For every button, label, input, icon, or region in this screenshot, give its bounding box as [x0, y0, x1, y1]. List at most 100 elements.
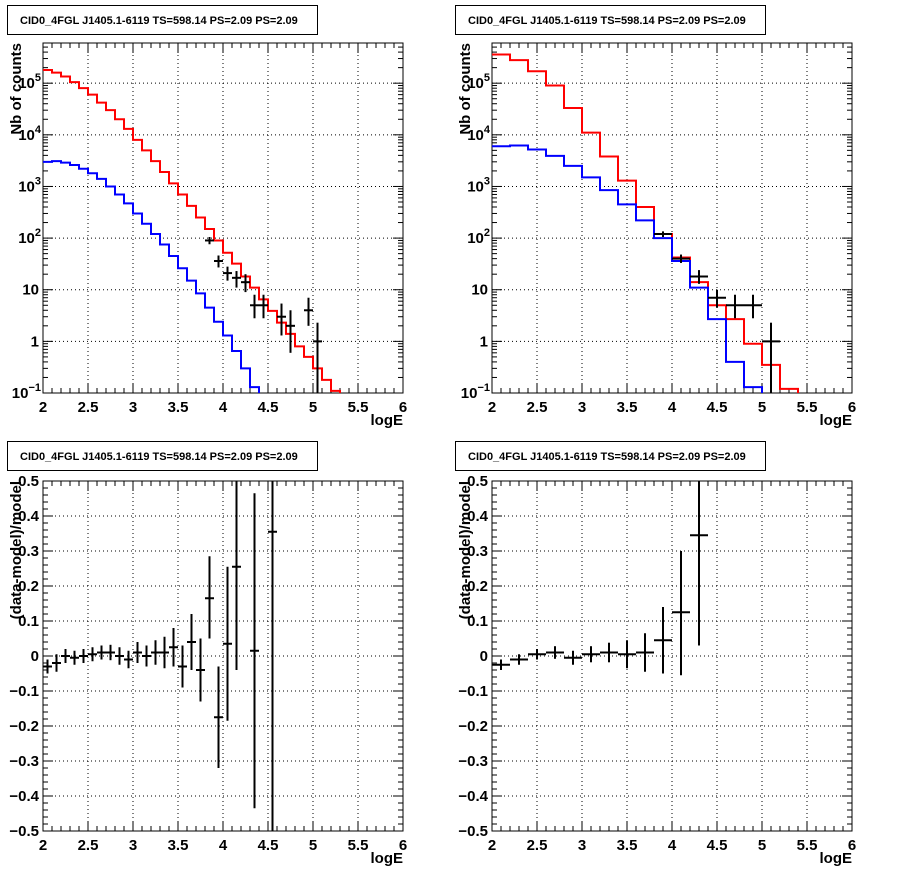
x-tick-label: 3: [129, 837, 137, 854]
data-point: [79, 649, 88, 663]
data-point: [277, 303, 286, 336]
x-tick-label: 4.5: [258, 399, 279, 416]
y-tick-label: −0.3: [9, 753, 39, 770]
y-axis-label: (data-model)/model: [457, 481, 474, 619]
y-tick-label: −0.5: [458, 823, 488, 840]
data-point: [43, 659, 52, 674]
y-tick-label: −0.4: [9, 788, 39, 805]
y-tick-label: 10−1: [461, 382, 490, 402]
y-tick-label: 0.4: [467, 508, 489, 525]
data-point: [61, 649, 70, 663]
y-tick-label: 0.1: [467, 613, 488, 630]
y-tick-exponent: −1: [28, 382, 41, 394]
data-point: [70, 650, 79, 665]
data-point: [708, 289, 726, 308]
axis-ticks: [42, 480, 404, 832]
x-tick-label: 2.5: [527, 399, 548, 416]
y-tick-exponent: 2: [484, 227, 490, 239]
data-point: [205, 556, 214, 639]
y-tick-base: 10: [467, 178, 484, 195]
x-tick-label: 5: [309, 837, 317, 854]
x-axis-label: logE: [820, 850, 853, 867]
grid: [492, 43, 852, 393]
data-point: [654, 231, 672, 237]
x-tick-label: 4: [668, 399, 677, 416]
data-point: [97, 645, 106, 660]
data-point: [304, 297, 313, 326]
y-tick-base: 10: [18, 127, 35, 144]
data-point: [142, 645, 151, 667]
y-tick-label: 0.3: [18, 543, 39, 560]
x-tick-label: 4.5: [258, 837, 279, 854]
y-tick-label: 0.4: [18, 508, 40, 525]
y-tick-label: 102: [18, 227, 41, 247]
data-point: [582, 646, 600, 663]
y-tick-label: −0.2: [9, 718, 39, 735]
x-tick-label: 2.5: [78, 399, 99, 416]
y-tick-exponent: −1: [477, 382, 490, 394]
data-point: [690, 481, 708, 646]
series-step-line: [43, 160, 260, 393]
y-tick-label: 0.1: [18, 613, 39, 630]
data-point: [223, 566, 232, 721]
data-point: [223, 266, 232, 281]
data-point: [672, 551, 690, 676]
x-tick-label: 5.5: [348, 399, 369, 416]
y-tick-label: 103: [467, 175, 490, 195]
data-point: [726, 294, 744, 319]
data-point: [259, 294, 268, 319]
y-tick-label: 0: [480, 648, 488, 665]
y-tick-label: 104: [18, 124, 42, 144]
y-tick-exponent: 3: [35, 175, 41, 187]
y-tick-label: 0.5: [467, 473, 488, 490]
data-point: [232, 481, 241, 670]
y-tick-label: 103: [18, 175, 41, 195]
y-tick-base: 10: [18, 230, 35, 247]
data-point: [88, 647, 97, 662]
x-tick-label: 3.5: [617, 837, 638, 854]
data-point: [169, 628, 178, 667]
y-tick-label: 1: [31, 333, 39, 350]
x-tick-label: 4: [668, 837, 677, 854]
data-point: [214, 666, 223, 768]
x-tick-label: 3.5: [168, 837, 189, 854]
axis-ticks: [42, 43, 404, 394]
y-tick-exponent: 2: [35, 227, 41, 239]
data-point: [160, 636, 169, 669]
y-tick-label: 104: [467, 124, 491, 144]
data-point: [268, 481, 277, 831]
x-tick-label: 4.5: [707, 399, 728, 416]
y-tick-label: 0.2: [467, 578, 488, 595]
x-tick-label: 3.5: [168, 399, 189, 416]
x-tick-label: 2: [488, 837, 496, 854]
data-point: [510, 654, 528, 665]
plot-area: [43, 481, 277, 831]
x-tick-label: 5.5: [797, 399, 818, 416]
data-point: [672, 254, 690, 263]
data-point: [52, 654, 61, 672]
x-tick-label: 3: [129, 399, 137, 416]
x-tick-label: 3: [578, 399, 586, 416]
y-tick-exponent: 3: [484, 175, 490, 187]
chart-title-top-right: CID0_4FGL J1405.1-6119 TS=598.14 PS=2.09…: [455, 5, 766, 35]
y-tick-label: 0.3: [467, 543, 488, 560]
y-tick-label: 1: [480, 333, 488, 350]
x-tick-label: 5: [758, 399, 766, 416]
data-point: [124, 650, 133, 669]
series-step-line: [43, 68, 341, 393]
y-tick-label: 0.5: [18, 473, 39, 490]
x-tick-label: 4.5: [707, 837, 728, 854]
x-tick-label: 2: [39, 837, 47, 854]
plot-area: [43, 68, 341, 393]
grid: [43, 43, 403, 393]
data-point: [564, 650, 582, 665]
data-point: [313, 322, 322, 393]
data-point: [187, 614, 196, 670]
y-tick-exponent: 5: [35, 72, 41, 84]
chart-top-right: 2 2.5 3 3.5 4 4.5 5 5.5 6logE10−1110102103104105…: [457, 42, 856, 429]
x-tick-label: 2: [488, 399, 496, 416]
y-tick-label: 0.2: [18, 578, 39, 595]
y-tick-base: 10: [12, 385, 29, 402]
